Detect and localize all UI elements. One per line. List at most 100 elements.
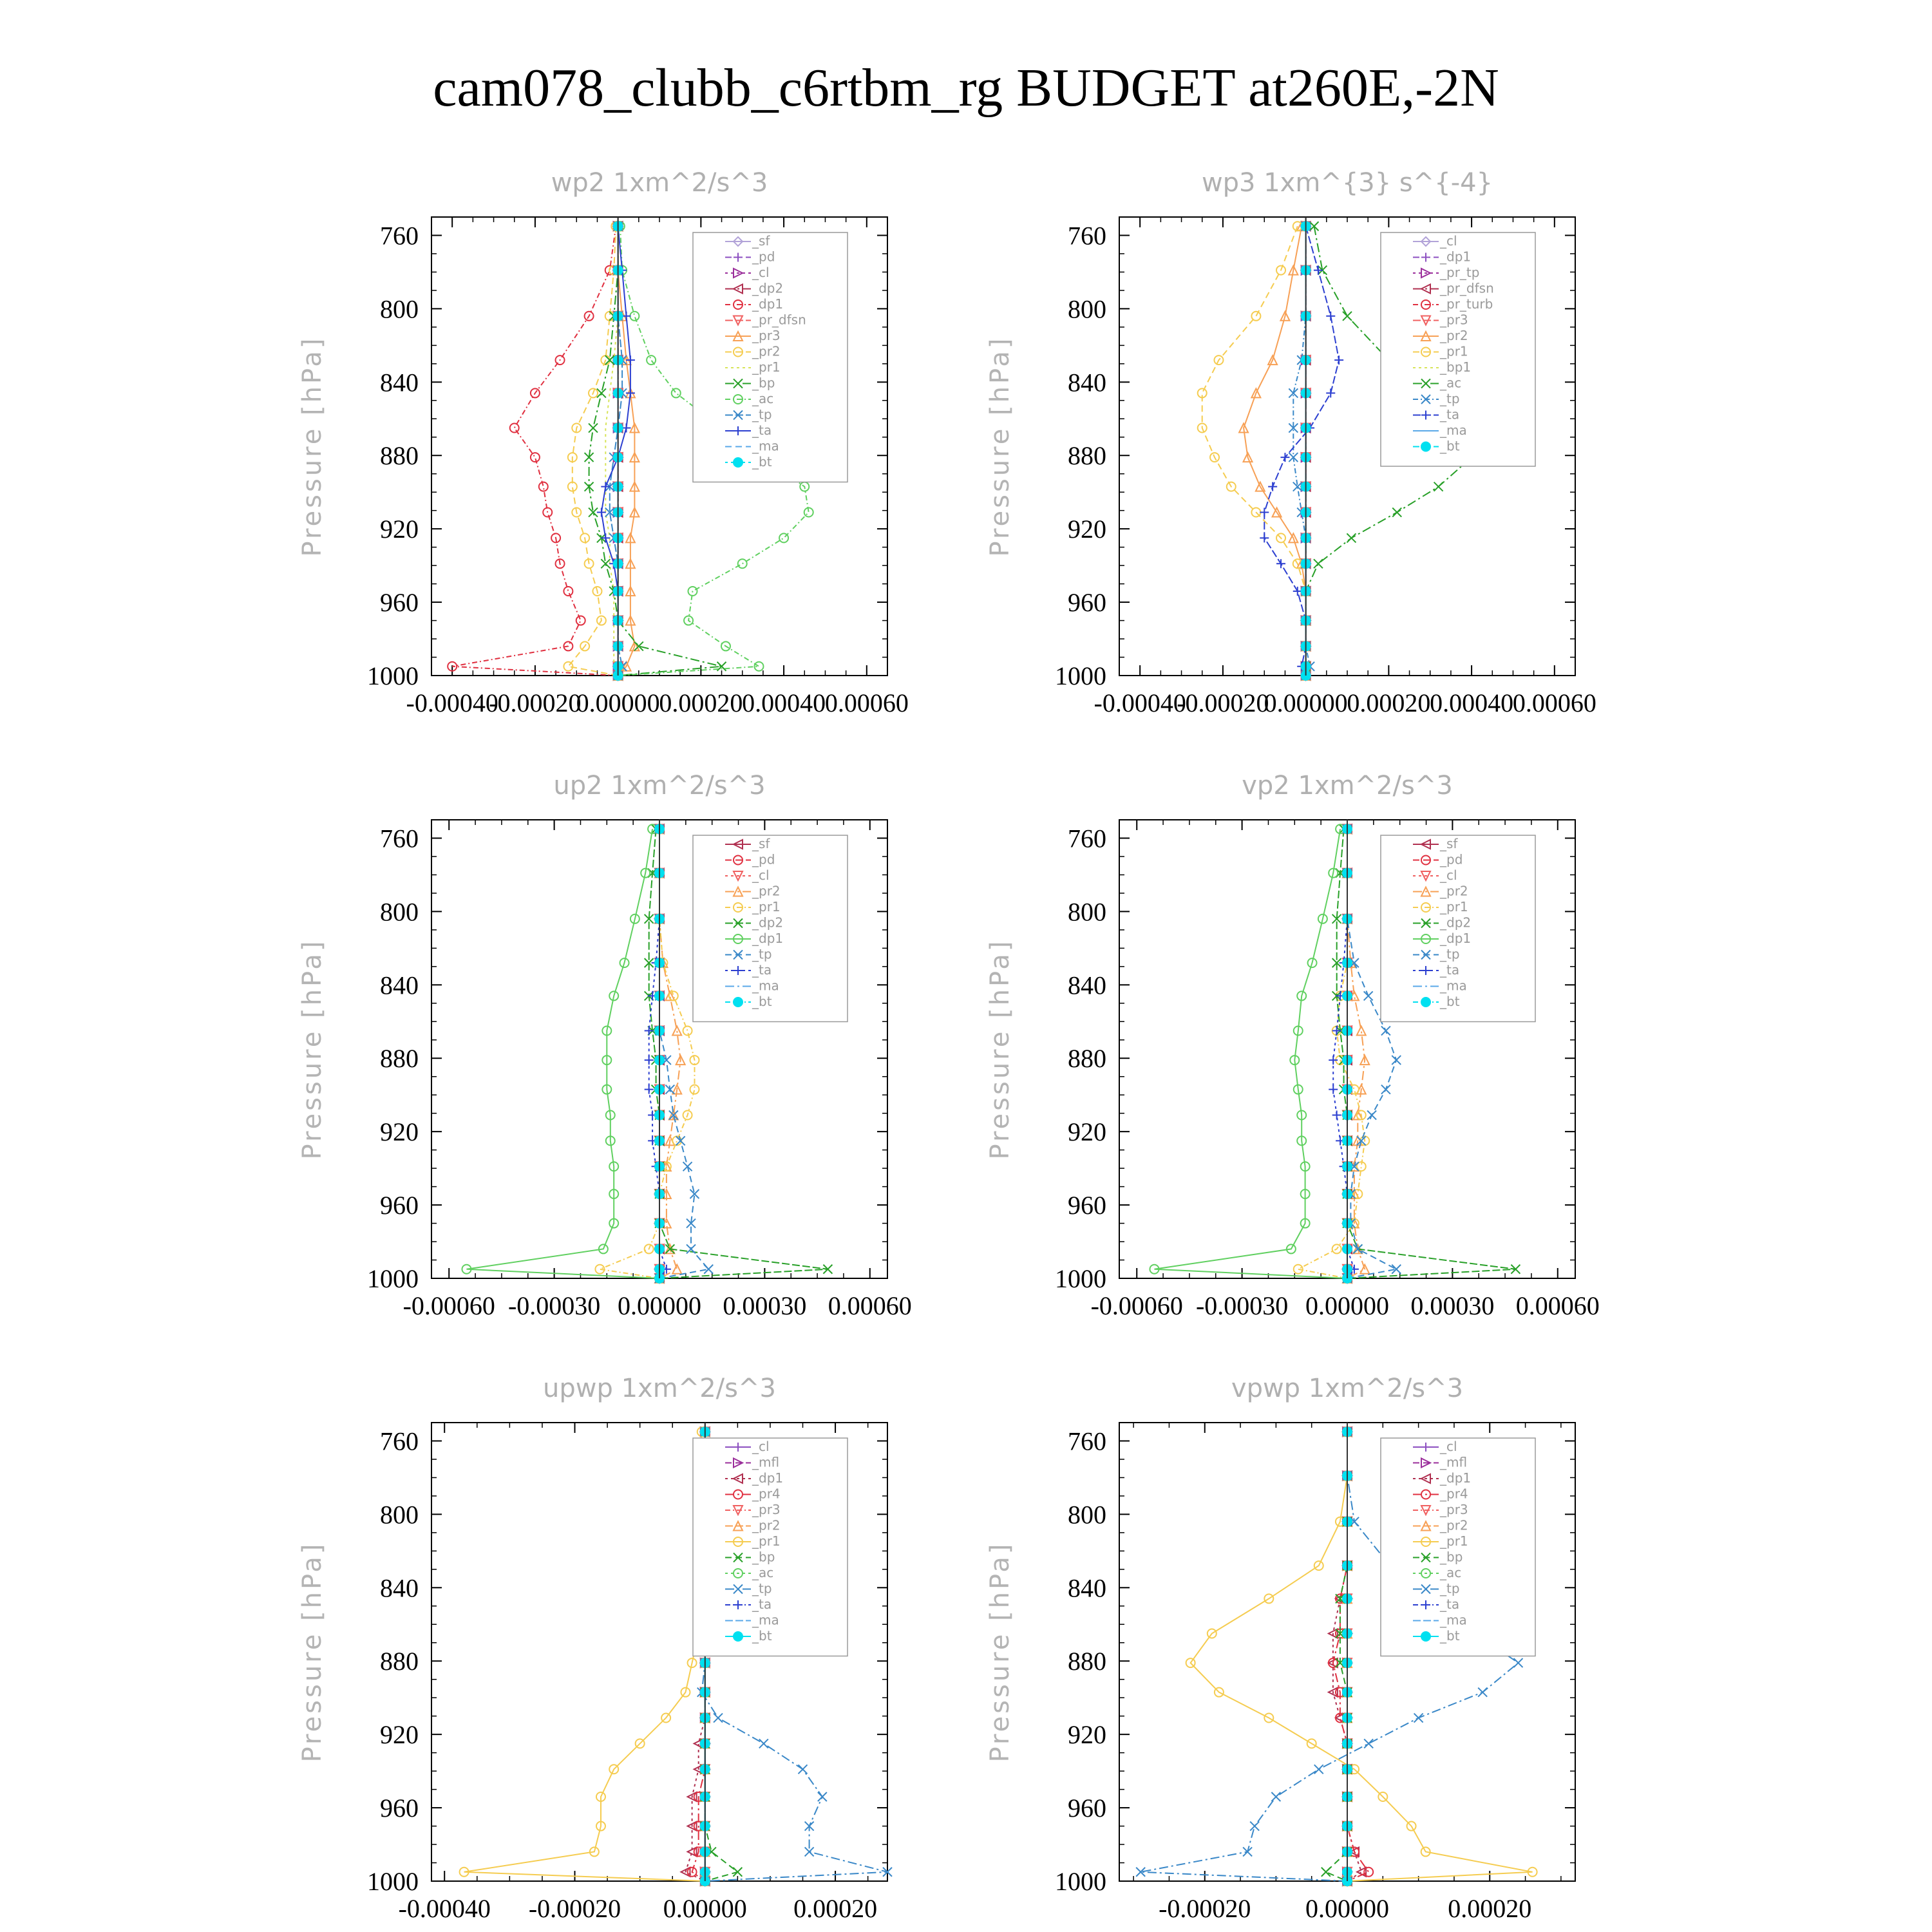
y-tick-label: 800 bbox=[380, 1500, 419, 1529]
legend-marker bbox=[732, 330, 744, 341]
legend-marker bbox=[1420, 1505, 1432, 1517]
data-point bbox=[1268, 482, 1278, 491]
legend-marker bbox=[1421, 1631, 1431, 1642]
series-tp bbox=[1288, 221, 1315, 681]
data-point bbox=[1363, 1738, 1374, 1749]
y-axis-label: Pressure [hPa] bbox=[298, 939, 327, 1160]
y-tick-label: 960 bbox=[380, 1191, 419, 1220]
y-tick-label: 920 bbox=[1068, 1720, 1106, 1749]
legend-label: _sf bbox=[752, 836, 770, 851]
legend-marker bbox=[732, 871, 744, 882]
x-tick-label: -0.00020 bbox=[529, 1894, 621, 1923]
y-tick-label: 920 bbox=[380, 1720, 419, 1749]
series-pr1 bbox=[459, 1426, 710, 1886]
legend-label: _ac bbox=[1439, 375, 1461, 391]
legend-label: _dp1 bbox=[752, 296, 783, 312]
data-point bbox=[665, 1244, 676, 1255]
y-axis-label: Pressure [hPa] bbox=[985, 939, 1015, 1160]
series-dp1 bbox=[447, 221, 623, 681]
legend-item: _pr1 bbox=[1413, 344, 1468, 359]
legend-item: _pr3 bbox=[1413, 1502, 1468, 1517]
legend-marker bbox=[1421, 1584, 1431, 1595]
y-tick-label: 840 bbox=[1068, 1573, 1106, 1602]
data-point bbox=[1296, 1110, 1307, 1121]
data-point bbox=[1331, 958, 1342, 968]
series-line bbox=[1347, 829, 1366, 1279]
data-point bbox=[1477, 1687, 1488, 1698]
legend-item: _pr_dfsn bbox=[725, 312, 806, 328]
y-tick-label: 960 bbox=[380, 588, 419, 617]
data-point bbox=[634, 1738, 645, 1749]
data-point bbox=[1329, 1056, 1338, 1065]
legend-item: _sf bbox=[725, 836, 770, 851]
data-point bbox=[583, 310, 594, 321]
panel-3: up2 1xm^2/s^3 Pressure [hPa] 760 800 840 880 9… bbox=[298, 771, 912, 1320]
legend-item: _dp2 bbox=[725, 281, 783, 296]
legend-item: _pr3 bbox=[1413, 312, 1468, 328]
legend-marker bbox=[734, 252, 743, 262]
data-point bbox=[1279, 310, 1291, 321]
data-point bbox=[1264, 1712, 1274, 1723]
data-point bbox=[679, 1866, 691, 1878]
legend-marker bbox=[734, 966, 743, 975]
series-line bbox=[1332, 1432, 1370, 1882]
legend-item: _pr_turb bbox=[1413, 296, 1493, 312]
series-pr1 bbox=[605, 226, 619, 676]
legend-item: _ma bbox=[725, 978, 779, 994]
data-point bbox=[1331, 1244, 1342, 1255]
data-point bbox=[1331, 914, 1342, 924]
data-point bbox=[1260, 533, 1269, 543]
legend-item: _pr3 bbox=[725, 1502, 781, 1517]
data-point bbox=[687, 1866, 697, 1877]
data-point bbox=[661, 1712, 672, 1723]
data-point bbox=[1288, 388, 1299, 399]
legend-item: _ta bbox=[725, 962, 772, 978]
legend-marker bbox=[733, 267, 744, 279]
legend-label: _bp bbox=[752, 1549, 775, 1565]
data-point bbox=[672, 1135, 683, 1146]
legend-marker bbox=[733, 346, 743, 357]
data-point bbox=[563, 641, 574, 652]
data-point bbox=[1367, 1110, 1377, 1121]
data-point bbox=[1381, 1084, 1391, 1095]
data-point bbox=[1288, 452, 1299, 462]
data-point bbox=[1149, 1264, 1160, 1274]
data-point bbox=[1276, 265, 1287, 276]
legend-marker bbox=[1421, 1537, 1431, 1547]
x-tick-label: 0.00000 bbox=[663, 1894, 747, 1923]
legend-item: _pr1 bbox=[1413, 1533, 1468, 1549]
data-point bbox=[461, 1264, 472, 1274]
data-point bbox=[609, 990, 620, 1001]
legend-item: _pr1 bbox=[725, 899, 781, 914]
data-point bbox=[596, 388, 607, 399]
data-point bbox=[1209, 452, 1220, 463]
legend-marker bbox=[732, 236, 744, 247]
legend-marker bbox=[1421, 441, 1431, 452]
legend-label: _pr3 bbox=[752, 1502, 781, 1517]
legend-marker bbox=[733, 1552, 743, 1563]
legend-label: _dp1 bbox=[752, 1470, 783, 1486]
legend-item: _bt bbox=[725, 454, 772, 469]
data-point bbox=[644, 1026, 654, 1036]
legend-label: _tp bbox=[752, 947, 772, 962]
data-point bbox=[1391, 1055, 1401, 1065]
legend-label: _cl bbox=[752, 867, 770, 883]
x-tick-label: -0.00030 bbox=[1196, 1291, 1288, 1320]
panel-2: wp3 1xm^{3} s^{-4} Pressure [hPa] 760 800 84… bbox=[985, 168, 1596, 717]
legend-label: _cl bbox=[1439, 1439, 1457, 1454]
legend-marker bbox=[733, 1489, 743, 1500]
legend-marker bbox=[1421, 410, 1430, 420]
legend-marker bbox=[733, 934, 743, 944]
x-tick-label: 0.00060 bbox=[825, 688, 909, 717]
data-point bbox=[601, 482, 611, 491]
data-point bbox=[1226, 481, 1236, 492]
data-point bbox=[629, 506, 641, 518]
data-point bbox=[1296, 1135, 1307, 1146]
data-point bbox=[1289, 1055, 1300, 1066]
y-tick-label: 760 bbox=[1068, 221, 1106, 250]
x-tick-label: 0.00000 bbox=[1305, 1291, 1389, 1320]
legend-label: _bt bbox=[1439, 1628, 1460, 1643]
legend-marker bbox=[733, 457, 743, 468]
legend-label: _sf bbox=[1439, 836, 1458, 851]
series-line bbox=[1305, 226, 1473, 676]
